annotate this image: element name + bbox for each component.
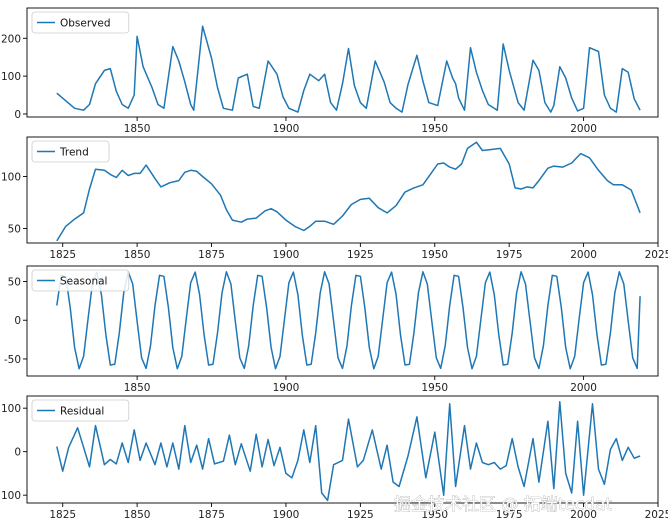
x-tick-label: 1975 <box>496 509 523 521</box>
y-tick-label: 200 <box>1 33 21 45</box>
x-tick-label: 1950 <box>421 123 448 135</box>
y-tick-label: 0 <box>14 315 21 327</box>
legend-box <box>31 399 130 422</box>
x-tick-label: 2000 <box>570 249 597 261</box>
axes-frame <box>26 7 659 118</box>
legend-label: Seasonal <box>60 276 107 288</box>
legend: Observed <box>31 11 130 34</box>
legend: Residual <box>31 399 130 422</box>
legend-label: Residual <box>60 406 104 418</box>
panel-seasonal: 1850 1900 1950 2000 50 0 -50 Seasonal <box>4 265 659 394</box>
x-tick-label: 1975 <box>496 249 523 261</box>
y-tick-label: -50 <box>4 354 21 366</box>
x-tick-label: 2000 <box>570 382 597 394</box>
y-tick-label: 100 <box>1 490 21 502</box>
x-tick-label: 1850 <box>124 249 151 261</box>
x-tick-label: 1850 <box>124 123 151 135</box>
y-tick-label: 0 <box>14 447 21 459</box>
series-line-residual <box>56 400 641 502</box>
y-tick-label: 100 <box>1 171 21 183</box>
y-tick-label: 50 <box>8 276 21 288</box>
legend-box <box>31 269 130 292</box>
watermark: 掘金技术社区 @ 拓端tecdat <box>394 495 612 515</box>
series-line-observed <box>56 25 641 113</box>
legend-box <box>31 140 110 163</box>
series-line-trend <box>56 141 641 242</box>
x-tick-label: 1900 <box>273 249 300 261</box>
x-tick-label: 1875 <box>198 509 225 521</box>
x-tick-label: 2000 <box>570 123 597 135</box>
legend-label: Observed <box>60 18 111 30</box>
x-tick-label: 1950 <box>421 249 448 261</box>
x-tick-label: 1825 <box>49 249 76 261</box>
y-tick-label: 100 <box>1 71 21 83</box>
axes-frame <box>26 265 659 377</box>
axes-frame <box>26 395 659 504</box>
panel-observed: 1850 1900 1950 2000 0 100 200 Observed <box>1 7 659 135</box>
x-tick-label: 1900 <box>273 509 300 521</box>
y-tick-label: 50 <box>8 223 21 235</box>
x-tick-label: 1900 <box>273 123 300 135</box>
series-line-seasonal <box>56 271 641 370</box>
x-tick-label: 1900 <box>273 382 300 394</box>
x-tick-label: 2000 <box>570 509 597 521</box>
x-tick-label: 1850 <box>124 509 151 521</box>
y-tick-label: 100 <box>1 403 21 415</box>
legend: Trend <box>31 140 110 163</box>
x-tick-label: 1950 <box>421 382 448 394</box>
legend-box <box>31 11 130 34</box>
y-tick-label: 0 <box>14 109 21 121</box>
x-tick-label: 1850 <box>124 382 151 394</box>
x-tick-label: 1925 <box>347 249 374 261</box>
x-tick-label: 1875 <box>198 249 225 261</box>
axes-frame <box>26 136 659 244</box>
legend-label: Trend <box>59 147 89 159</box>
x-tick-label: 1825 <box>49 509 76 521</box>
x-tick-label: 1950 <box>421 509 448 521</box>
legend: Seasonal <box>31 269 130 292</box>
x-tick-label: 1925 <box>347 509 374 521</box>
